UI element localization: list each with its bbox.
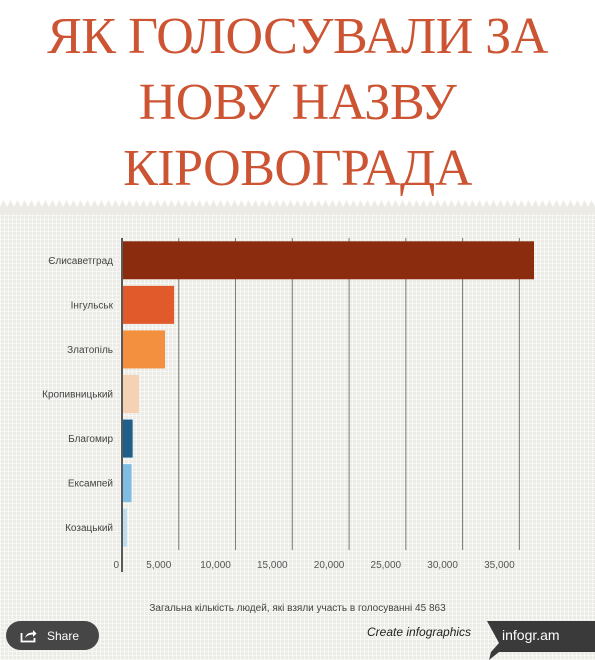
chart-background [0, 207, 595, 660]
bar [123, 464, 132, 503]
chart-title: ЯК ГОЛОСУВАЛИ ЗА НОВУ НАЗВУ КІРОВОГРАДА [0, 4, 595, 202]
bar [123, 285, 175, 324]
category-label: Златопіль [67, 345, 113, 356]
create-infographics-link[interactable]: Create infographics [367, 625, 472, 639]
infogram-badge[interactable] [477, 621, 595, 660]
bar [123, 241, 534, 280]
x-tick-label: 10,000 [200, 560, 231, 571]
share-icon [20, 630, 37, 643]
category-label: Благомир [68, 434, 113, 445]
category-label: Єлисаветград [48, 256, 113, 267]
bar [123, 419, 133, 458]
x-tick-label: 25,000 [371, 560, 402, 571]
x-tick-label: 15,000 [257, 560, 288, 571]
title-line: КІРОВОГРАДА [123, 140, 472, 197]
x-tick-label: 5,000 [146, 560, 171, 571]
x-tick-label: 20,000 [314, 560, 345, 571]
zigzag-divider [0, 200, 595, 214]
x-tick-label: 0 [113, 560, 119, 571]
title-line: ЯК ГОЛОСУВАЛИ ЗА [47, 8, 548, 65]
footnote: Загальна кількість людей, які взяли учас… [149, 603, 446, 614]
share-button[interactable]: Share [6, 621, 99, 650]
category-label: Ексампей [68, 479, 113, 490]
title-area: ЯК ГОЛОСУВАЛИ ЗА НОВУ НАЗВУ КІРОВОГРАДА [0, 0, 595, 207]
bar [123, 330, 166, 369]
category-label: Козацький [65, 523, 113, 534]
category-label: Інгульськ [71, 300, 114, 311]
x-tick-label: 35,000 [484, 560, 515, 571]
category-label: Кропивницький [42, 390, 113, 401]
title-line: НОВУ НАЗВУ [138, 74, 457, 131]
bar [123, 508, 127, 547]
share-label: Share [47, 628, 80, 643]
bar [123, 375, 139, 413]
x-tick-label: 30,000 [427, 560, 458, 571]
